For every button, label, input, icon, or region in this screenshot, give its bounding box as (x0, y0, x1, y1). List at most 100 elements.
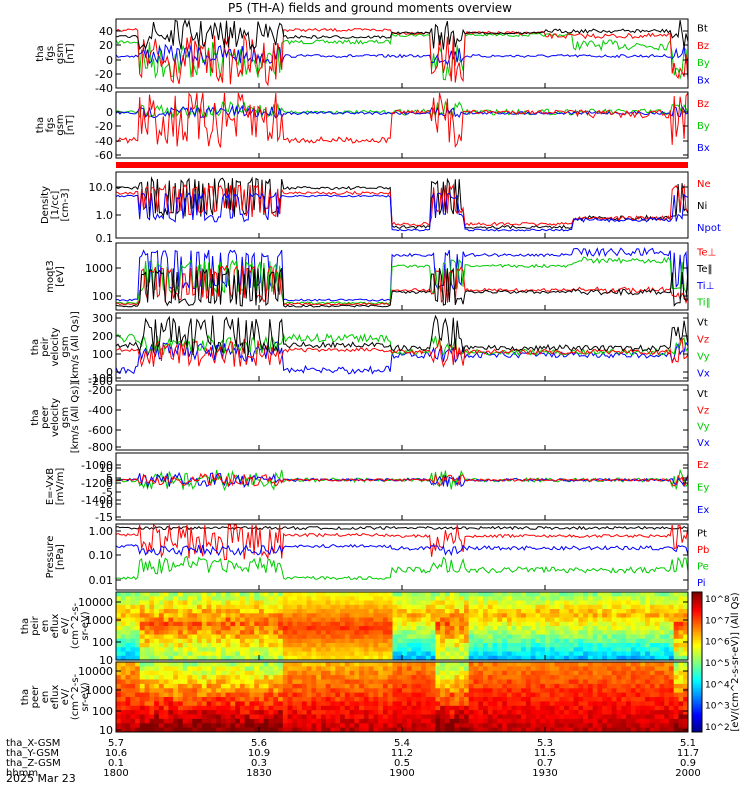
spectrogram-cell (640, 679, 646, 685)
x-row-label: tha_X-GSM (6, 738, 60, 749)
spectrogram-cell (411, 643, 417, 648)
spectrogram-cell (559, 596, 565, 602)
spectrogram-cell (640, 634, 646, 640)
spectrogram-cell (178, 609, 184, 614)
spectrogram-cell (225, 592, 231, 597)
spectrogram-cell (139, 679, 146, 685)
spectrogram-cell (678, 621, 684, 627)
spectrogram-cell (630, 651, 637, 657)
spectrogram-cell (387, 718, 393, 724)
spectrogram-cell (626, 727, 632, 733)
spectrogram-cell (216, 701, 222, 707)
spectrogram-cell (578, 723, 584, 729)
y-tick-label: -20 (95, 68, 113, 81)
spectrogram-cell (230, 596, 236, 602)
spectrogram-cell (525, 634, 532, 640)
spectrogram-cell (192, 666, 198, 672)
spectrogram-cell (163, 710, 169, 715)
spectrogram-cell (630, 670, 637, 676)
spectrogram-cell (120, 683, 127, 689)
spectrogram-cell (220, 630, 227, 636)
colorbar-cell (692, 632, 702, 635)
spectrogram-cell (382, 675, 389, 680)
spectrogram-cell (402, 662, 408, 667)
spectrogram-cell (659, 710, 665, 715)
spectrogram-cell (616, 666, 622, 672)
spectrogram-cell (559, 651, 565, 657)
spectrogram-cell (425, 643, 432, 648)
spectrogram-cell (239, 613, 246, 619)
spectrogram-cell (425, 666, 432, 672)
spectrogram-cell (340, 634, 346, 640)
spectrogram-cell (430, 701, 436, 707)
spectrogram-cell (349, 679, 355, 685)
spectrogram-cell (178, 592, 184, 597)
spectrogram-cell (220, 670, 227, 676)
colorbar-cell (692, 702, 702, 705)
spectrogram-cell (640, 662, 646, 667)
spectrogram-cell (344, 710, 351, 715)
spectrogram-cell (435, 727, 441, 733)
spectrogram-cell (354, 675, 360, 680)
spectrogram-cell (487, 592, 494, 597)
spectrogram-cell (487, 675, 494, 680)
spectrogram-cell (149, 701, 155, 707)
spectrogram-cell (502, 688, 508, 694)
spectrogram-cell (144, 621, 150, 627)
spectrogram-cell (382, 647, 389, 653)
spectrogram-cell (168, 609, 174, 614)
spectrogram-cell (230, 683, 236, 689)
spectrogram-cell (416, 683, 422, 689)
spectrogram-cell (158, 692, 165, 698)
spectrogram-cell (287, 727, 293, 733)
spectrogram-cell (683, 688, 689, 694)
spectrogram-cell (306, 613, 312, 619)
spectrogram-cell (297, 692, 303, 698)
spectrogram-cell (554, 630, 560, 636)
spectrogram-cell (197, 617, 203, 623)
spectrogram-cell (506, 701, 513, 707)
spectrogram-cell (664, 697, 670, 702)
spectrogram-cell (440, 626, 446, 631)
spectrogram-cell (530, 626, 536, 631)
spectrogram-cell (211, 692, 217, 698)
spectrogram-cell (502, 604, 508, 610)
spectrogram-cell (368, 643, 374, 648)
spectrogram-cell (468, 655, 474, 661)
spectrogram-cell (206, 600, 212, 606)
spectrogram-cell (640, 600, 646, 606)
spectrogram-cell (525, 692, 532, 698)
spectrogram-cell (611, 592, 617, 597)
spectrogram-cell (597, 655, 603, 661)
spectrogram-cell (178, 675, 184, 680)
spectrogram-cell (349, 634, 355, 640)
spectrogram-cell (406, 600, 413, 606)
spectrogram-cell (654, 692, 660, 698)
spectrogram-cell (659, 638, 665, 644)
spectrogram-cell (373, 705, 379, 711)
y-tick-label: 0 (106, 54, 113, 67)
spectrogram-cell (525, 683, 532, 689)
colorbar-cell (692, 710, 702, 713)
spectrogram-cell (321, 609, 327, 614)
spectrogram-cell (664, 643, 670, 648)
spectrogram-cell (311, 592, 317, 597)
spectrogram-cell (578, 651, 584, 657)
spectrogram-cell (640, 683, 646, 689)
spectrogram-cell (421, 697, 427, 702)
spectrogram-cell (464, 600, 470, 606)
spectrogram-cell (645, 666, 651, 672)
spectrogram-cell (554, 655, 560, 661)
spectrogram-cell (525, 710, 532, 715)
spectrogram-cell (206, 670, 212, 676)
spectrogram-cell (359, 604, 365, 610)
spectrogram-cell (378, 714, 384, 720)
spectrogram-cell (278, 621, 284, 627)
spectrogram-cell (297, 714, 303, 720)
series-vy-line (115, 332, 689, 356)
spectrogram-cell (473, 647, 479, 653)
spectrogram-cell (306, 679, 312, 685)
spectrogram-cell (406, 688, 413, 694)
spectrogram-cell (130, 662, 136, 667)
spectrogram-cell (607, 592, 613, 597)
